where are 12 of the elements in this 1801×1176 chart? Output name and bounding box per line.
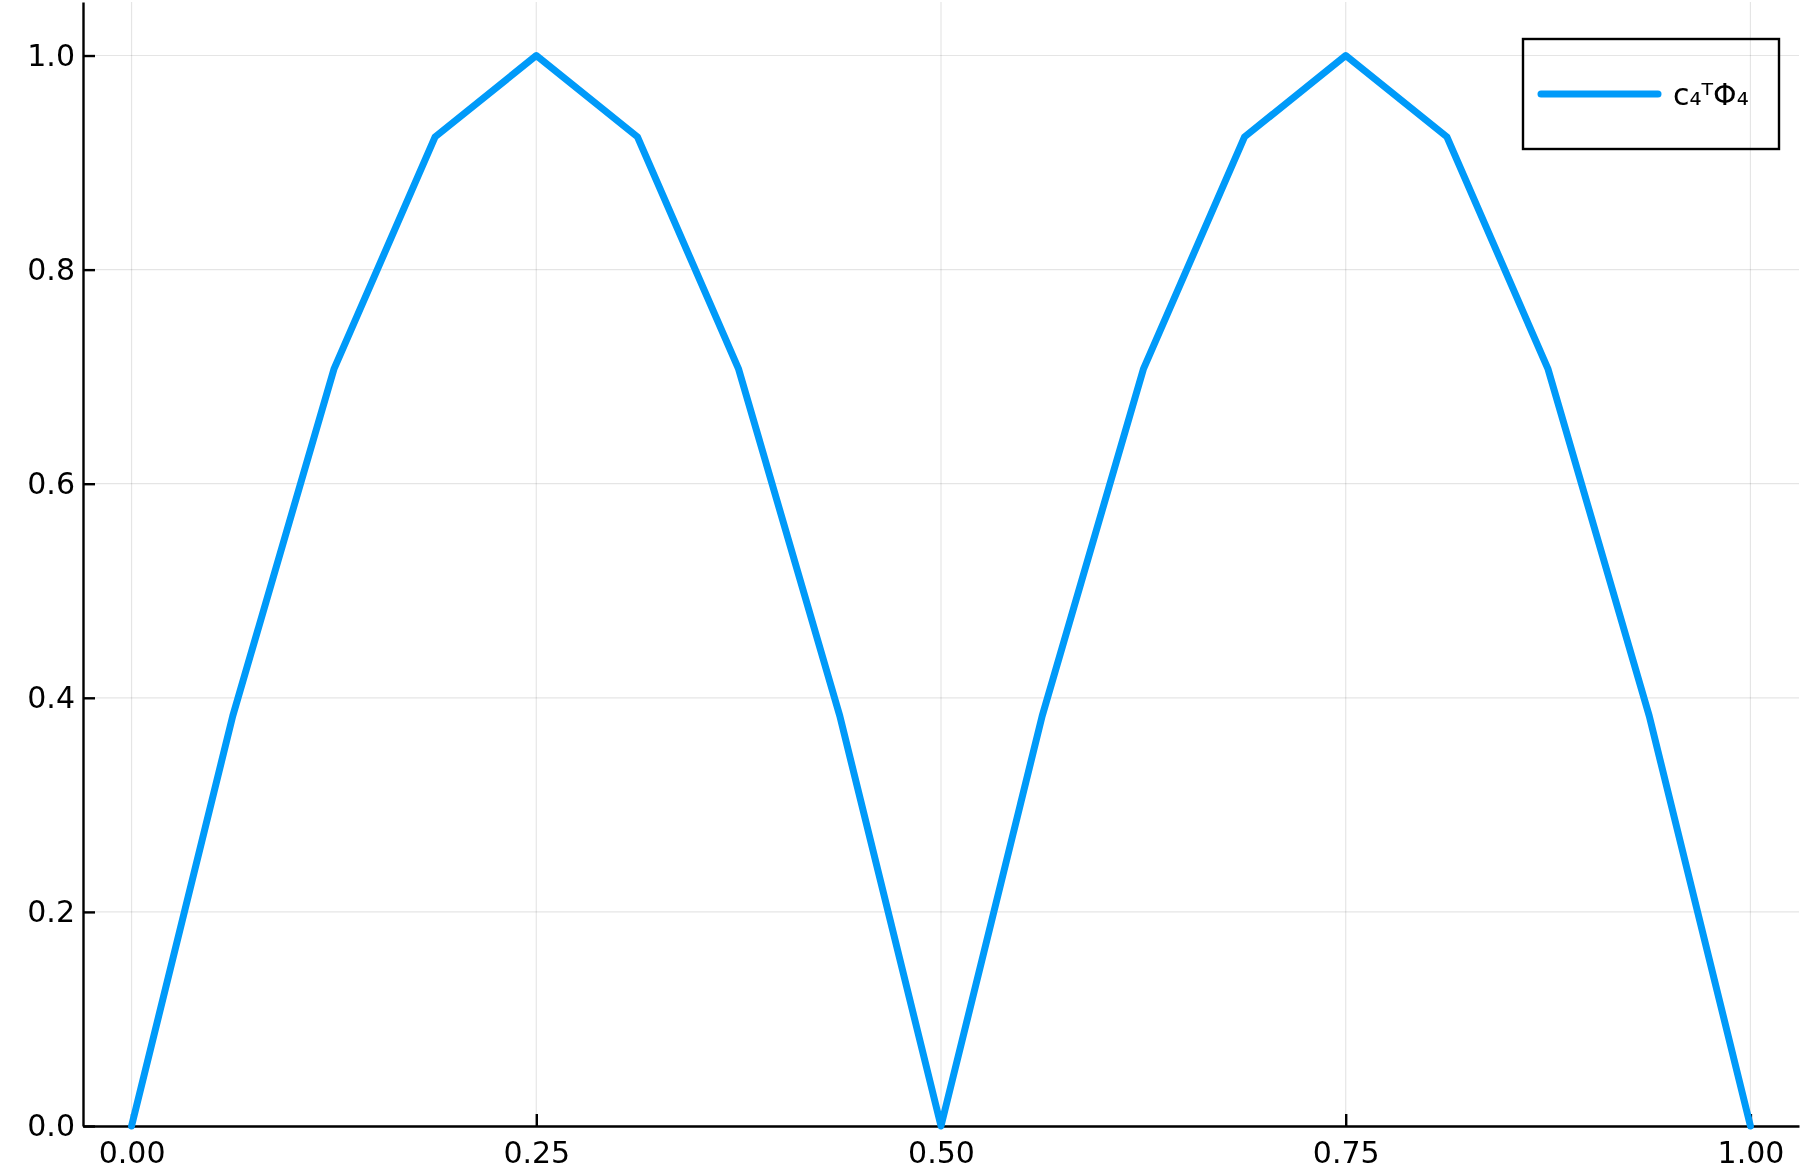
x-tick-label: 0.00 bbox=[98, 1135, 166, 1171]
y-tick-label: 1.0 bbox=[27, 37, 75, 73]
x-tick-label: 0.50 bbox=[908, 1135, 975, 1171]
legend-label: c₄ᵀΦ₄ bbox=[1673, 77, 1749, 112]
x-tick-label: 0.75 bbox=[1312, 1135, 1380, 1171]
y-tick-label: 0.8 bbox=[27, 251, 75, 287]
y-tick-label: 0.4 bbox=[27, 679, 75, 715]
x-tick-label: 1.00 bbox=[1717, 1135, 1785, 1171]
y-tick-label: 0.6 bbox=[27, 465, 75, 501]
x-tick-label: 0.25 bbox=[503, 1135, 571, 1171]
y-tick-label: 0.0 bbox=[27, 1108, 75, 1144]
y-tick-label: 0.2 bbox=[27, 894, 75, 929]
